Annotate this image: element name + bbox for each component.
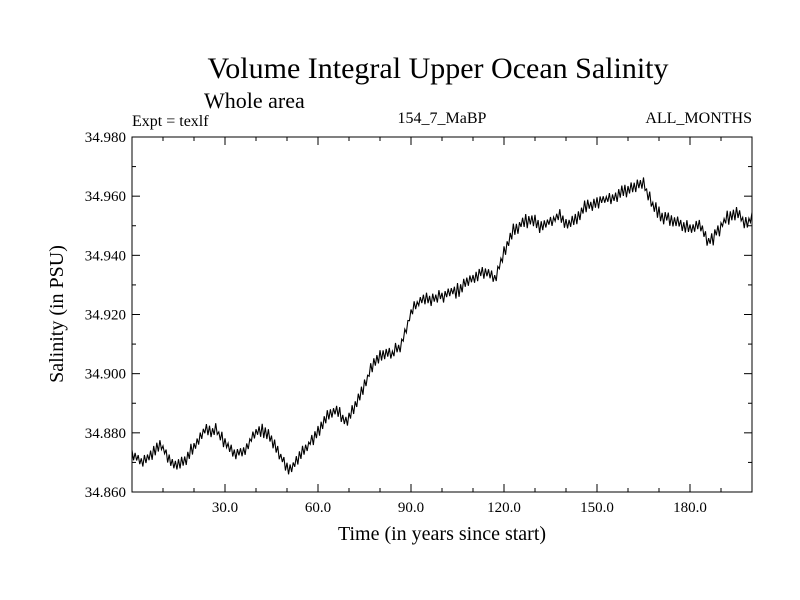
- y-tick-label: 34.940: [85, 248, 126, 264]
- y-tick-label: 34.980: [85, 130, 126, 146]
- months-label: ALL_MONTHS: [645, 110, 752, 127]
- chart-title: Volume Integral Upper Ocean Salinity: [208, 52, 669, 85]
- x-axis: 30.0 60.0 90.0 120.0 150.0 180.0: [162, 137, 722, 516]
- chart-subtitle: Whole area: [204, 88, 305, 113]
- y-tick-label: 34.920: [85, 308, 126, 324]
- experiment-label: Expt = texlf: [132, 113, 209, 130]
- x-tick-label: 150.0: [580, 500, 614, 516]
- y-tick-label: 34.900: [85, 367, 126, 383]
- y-tick-label: 34.880: [85, 426, 126, 442]
- x-tick-label: 90.0: [398, 500, 424, 516]
- x-tick-label: 30.0: [212, 500, 238, 516]
- y-axis: 34.860 34.880 34.900 34.920 34.940 34.960 34.9…: [85, 130, 752, 501]
- x-tick-label: 180.0: [673, 500, 707, 516]
- y-tick-label: 34.960: [85, 189, 126, 205]
- x-axis-label: Time (in years since start): [338, 523, 546, 545]
- x-tick-label: 60.0: [305, 500, 331, 516]
- run-label: 154_7_MaBP: [398, 110, 487, 127]
- x-tick-label: 120.0: [487, 500, 521, 516]
- salinity-series-line: [131, 177, 753, 475]
- y-tick-label: 34.860: [85, 485, 126, 501]
- y-axis-label: Salinity (in PSU): [46, 245, 68, 383]
